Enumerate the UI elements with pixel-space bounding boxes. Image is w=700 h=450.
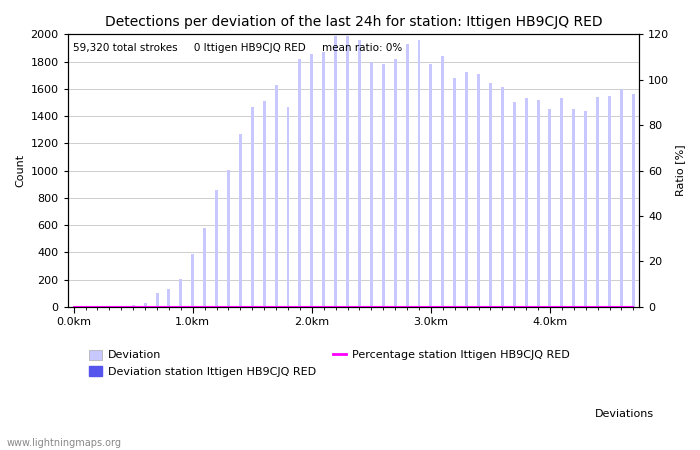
Bar (596, 97, 599, 307)
Text: www.lightningmaps.org: www.lightningmaps.org (7, 438, 122, 448)
Y-axis label: Count: Count (15, 154, 25, 187)
Bar (441, 56, 444, 307)
Bar (393, 59, 397, 307)
Y-axis label: Ratio [%]: Ratio [%] (675, 145, 685, 196)
Bar (346, 36, 349, 307)
Bar (537, 100, 540, 307)
Bar (298, 59, 302, 307)
Title: Detections per deviation of the last 24h for station: Ittigen HB9CJQ RED: Detections per deviation of the last 24h… (105, 15, 602, 29)
Bar (465, 72, 468, 307)
Bar (310, 54, 314, 307)
Bar (358, 40, 361, 307)
Bar (215, 190, 218, 307)
Bar (620, 89, 623, 307)
Bar (191, 254, 194, 307)
Bar (584, 111, 587, 307)
Bar (573, 109, 575, 307)
Text: 59,320 total strokes     0 Ittigen HB9CJQ RED     mean ratio: 0%: 59,320 total strokes 0 Ittigen HB9CJQ RE… (74, 42, 402, 53)
Bar (262, 101, 266, 307)
Bar (227, 170, 230, 307)
Bar (108, 306, 111, 307)
Bar (525, 99, 528, 307)
Bar (155, 293, 158, 307)
Bar (382, 63, 385, 307)
Bar (489, 83, 492, 307)
Bar (453, 78, 456, 307)
Bar (417, 40, 421, 307)
Bar (132, 305, 134, 307)
Bar (370, 62, 373, 307)
Legend: Deviation, Deviation station Ittigen HB9CJQ RED, Percentage station Ittigen HB9C: Deviation, Deviation station Ittigen HB9… (85, 345, 574, 381)
Bar (96, 306, 99, 307)
Bar (429, 63, 433, 307)
Bar (251, 107, 254, 307)
Bar (501, 87, 504, 307)
Text: Deviations: Deviations (596, 409, 654, 419)
Bar (179, 279, 182, 307)
Bar (203, 228, 206, 307)
Bar (322, 52, 326, 307)
Bar (549, 109, 552, 307)
Bar (120, 306, 122, 307)
Bar (239, 134, 242, 307)
Bar (144, 303, 146, 307)
Bar (477, 74, 480, 307)
Bar (334, 36, 337, 307)
Bar (84, 306, 87, 307)
Bar (632, 94, 635, 307)
Bar (286, 107, 290, 307)
Bar (274, 86, 278, 307)
Bar (405, 44, 409, 307)
Bar (513, 103, 516, 307)
Bar (608, 96, 611, 307)
Bar (167, 289, 170, 307)
Bar (561, 99, 564, 307)
